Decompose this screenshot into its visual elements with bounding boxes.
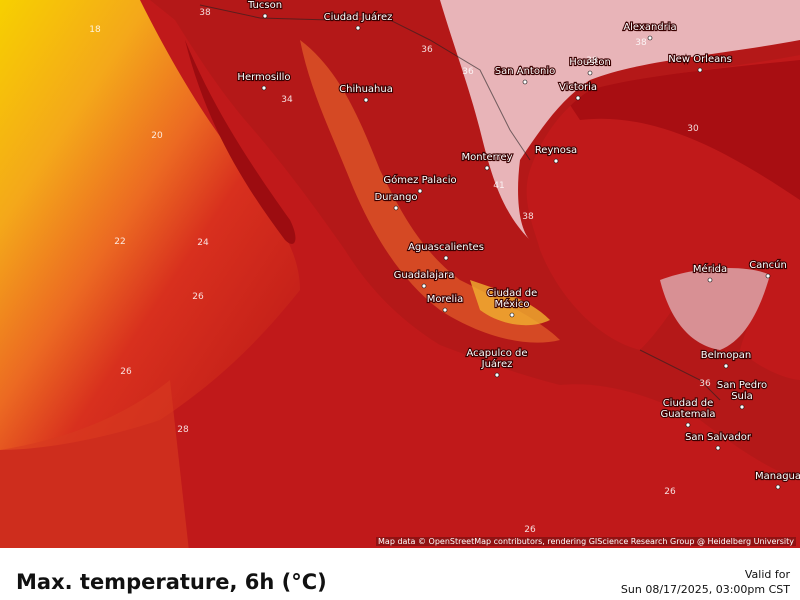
- valid-label: Valid for: [744, 568, 790, 581]
- contour-label: 38: [635, 38, 647, 48]
- city-label: Monterrey: [461, 152, 512, 163]
- gulf-dark: [560, 60, 800, 200]
- city-dot: [393, 205, 399, 211]
- contour-label: 41: [493, 181, 504, 191]
- city-dot: [723, 363, 729, 369]
- city-label: San Antonio: [495, 66, 555, 77]
- city-dot: [575, 95, 581, 101]
- city-label: Ciudad de: [663, 398, 714, 409]
- city-label: Guatemala: [660, 409, 715, 420]
- contour-label: 38: [522, 212, 534, 222]
- city-label: Aguascalientes: [408, 242, 484, 253]
- pacific-gradient: [0, 0, 300, 450]
- city-label: San Pedro: [717, 380, 767, 391]
- contour-label: 36: [421, 45, 433, 55]
- city-label: San Salvador: [685, 432, 752, 443]
- contour-label: 36: [462, 67, 474, 77]
- contour-label: 22: [114, 237, 125, 247]
- city-dot: [421, 283, 427, 289]
- borders: [199, 4, 721, 401]
- city-dot: [417, 188, 423, 194]
- city-label: New Orleans: [668, 54, 732, 65]
- city-label: Morelia: [427, 294, 463, 305]
- contour-label: 30: [687, 124, 699, 134]
- city-dot: [707, 277, 713, 283]
- city-dot: [262, 13, 268, 19]
- title: Max. temperature, 6h (°C): [16, 570, 327, 594]
- city-label: México: [495, 298, 530, 310]
- city-label: Sula: [731, 391, 753, 402]
- city-label: Gómez Palacio: [383, 174, 456, 186]
- valid-time: Sun 08/17/2025, 03:00pm CST: [620, 583, 790, 596]
- contour-label: 26: [120, 367, 132, 377]
- pacific-band: [0, 380, 189, 548]
- city-dot: [484, 165, 490, 171]
- city-label: Cancún: [749, 259, 787, 271]
- city-dot: [697, 67, 703, 73]
- contour-label: 28: [177, 425, 189, 435]
- central-heat: [470, 280, 550, 326]
- map: Tucson Ciudad Juárez Hermosillo Chihuahua Sa…: [0, 0, 800, 548]
- city-label: Tucson: [247, 0, 282, 11]
- city-dot: [739, 404, 745, 410]
- contour-label: 36: [699, 379, 711, 389]
- city-dot: [715, 445, 721, 451]
- us-pink: [440, 0, 800, 240]
- city-label: Acapulco de: [466, 348, 527, 359]
- yucatan-pink: [660, 268, 770, 350]
- city-label: Belmopan: [701, 350, 751, 361]
- city-label: Durango: [374, 192, 417, 203]
- city-label: Houston: [569, 57, 611, 68]
- city-dot: [685, 422, 691, 428]
- contour-label: 20: [151, 131, 163, 141]
- city-label: Guadalajara: [394, 270, 455, 281]
- city-dot: [355, 25, 361, 31]
- contour-label: 26: [524, 525, 536, 535]
- land: [150, 0, 800, 480]
- city-label: Chihuahua: [339, 84, 393, 95]
- city-label: Juárez: [481, 358, 513, 370]
- city-dot: [647, 35, 653, 41]
- contour-label: 18: [89, 25, 101, 35]
- city-dot: [509, 312, 515, 318]
- highland-heat: [300, 40, 560, 343]
- city-dot: [442, 307, 448, 313]
- city-label: Ciudad de: [487, 288, 538, 299]
- city-label: Reynosa: [535, 145, 577, 156]
- contour-label: 26: [192, 292, 204, 302]
- city-label: Alexandria: [623, 22, 676, 33]
- contour-label: 38: [199, 8, 211, 18]
- city-dot: [494, 372, 500, 378]
- city-dot: [443, 255, 449, 261]
- city-dot: [553, 158, 559, 164]
- contour-label: 38: [586, 56, 598, 66]
- contour-label: 24: [197, 238, 209, 248]
- city-label: Ciudad Juárez: [324, 11, 393, 23]
- baja: [185, 40, 296, 244]
- city-dot: [363, 97, 369, 103]
- attribution: Map data © OpenStreetMap contributors, r…: [376, 537, 796, 546]
- contour-label: 26: [664, 487, 676, 497]
- city-label: Managua: [755, 471, 800, 482]
- city-label: Hermosillo: [237, 72, 290, 83]
- city-dot: [775, 484, 781, 490]
- city-dot: [765, 273, 771, 279]
- contour-label: 34: [281, 95, 293, 105]
- city-label: Victoria: [559, 82, 597, 93]
- city-dot: [522, 79, 528, 85]
- city-dot: [261, 85, 267, 91]
- city-label: Mérida: [693, 263, 727, 275]
- city-dot: [587, 70, 593, 76]
